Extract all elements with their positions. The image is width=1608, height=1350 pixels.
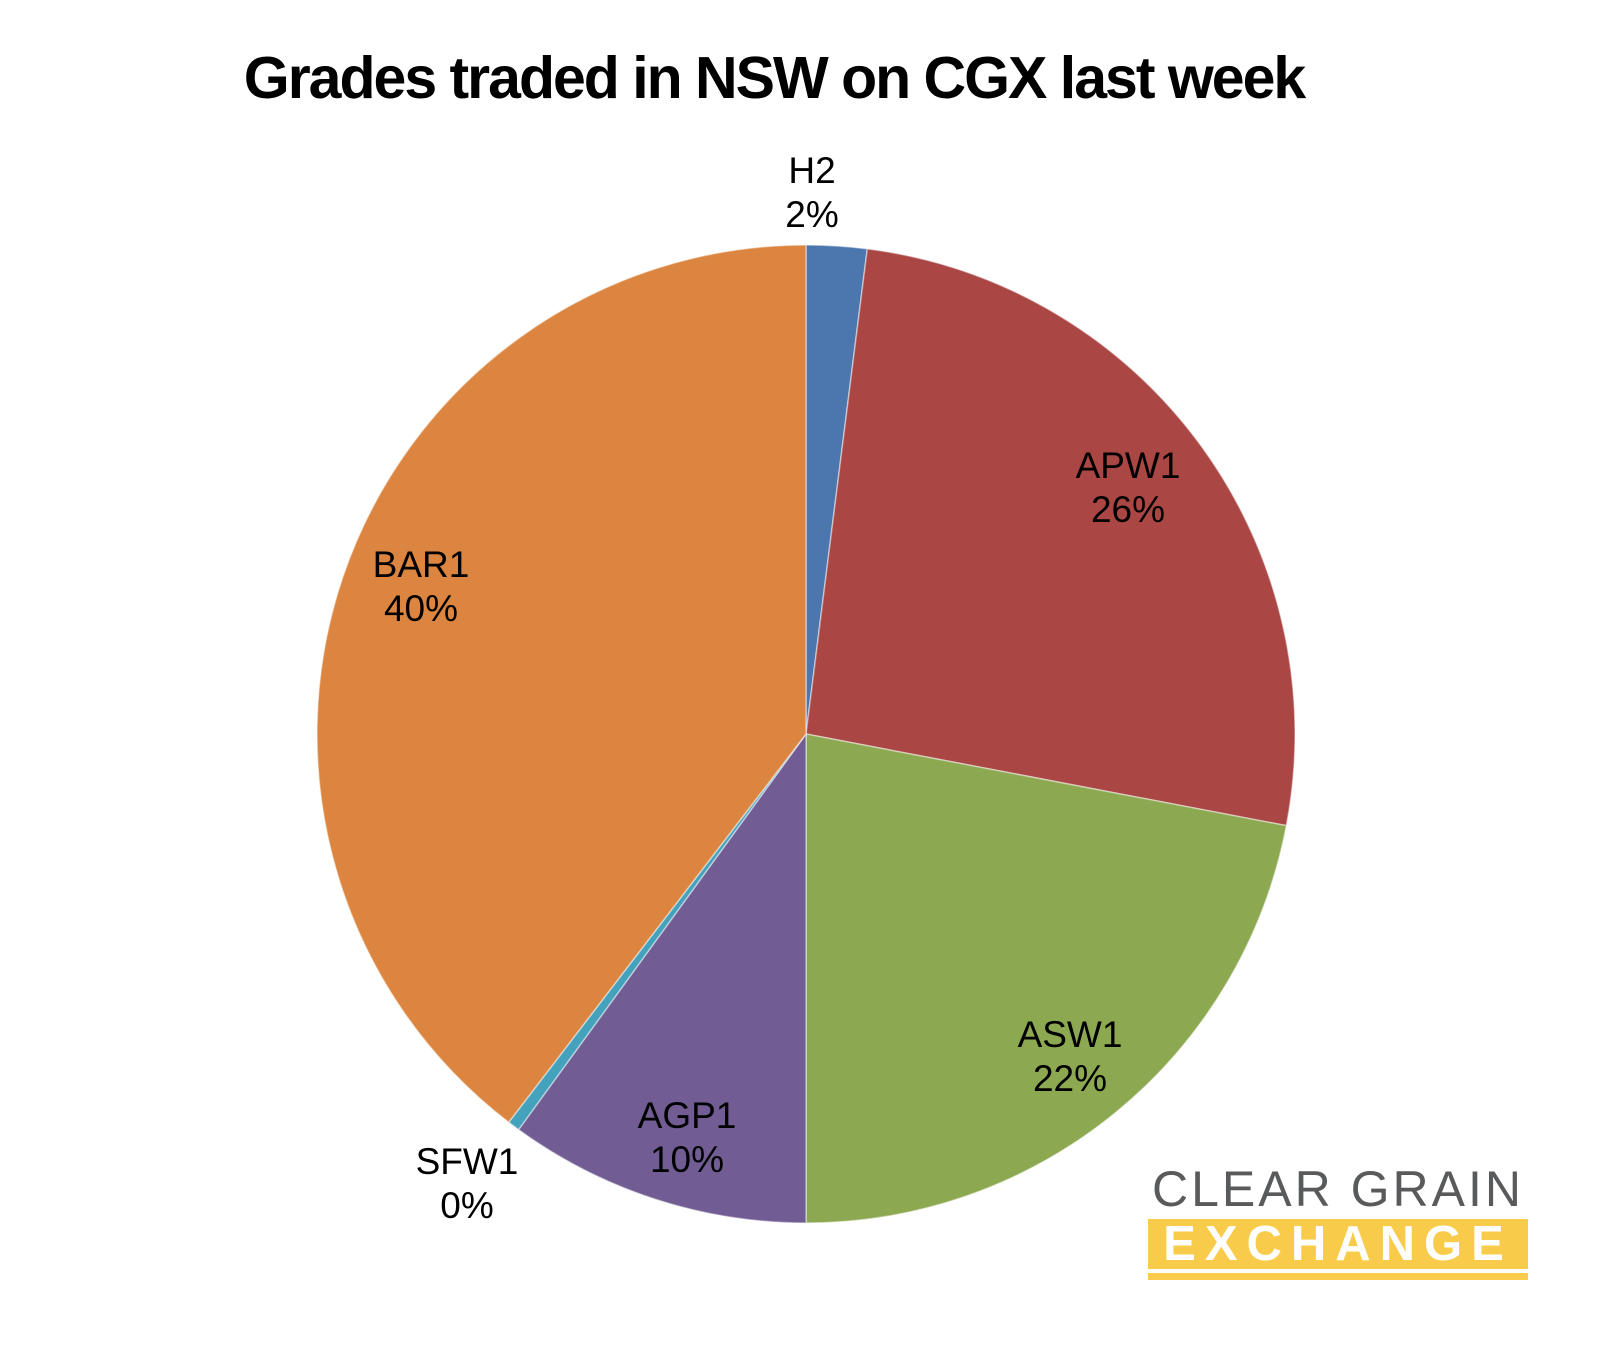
pie-label-sfw1: SFW1 0% — [416, 1141, 519, 1226]
pie-slice-agp1 — [517, 731, 807, 1224]
pie-label-agp1: AGP1 10% — [638, 1095, 737, 1180]
pie-slice-h2 — [805, 244, 869, 735]
pie-label-asw1: ASW1 22% — [1018, 1014, 1123, 1099]
logo-exchange-label: EXCHANGE — [1163, 1217, 1513, 1271]
pie-label-apw1: APW1 26% — [1076, 445, 1181, 530]
cgx-logo: CLEAR GRAIN EXCHANGE — [1148, 1162, 1528, 1280]
pie-label-h2: H2 2% — [785, 150, 838, 235]
logo-text-clear-grain: CLEAR GRAIN — [1152, 1161, 1524, 1217]
pie-label-bar1: BAR1 40% — [373, 544, 470, 629]
logo-underline — [1148, 1273, 1528, 1280]
chart-title: Grades traded in NSW on CGX last week — [243, 45, 1306, 111]
pie-slice-apw1 — [805, 248, 1296, 827]
logo-text-exchange: EXCHANGE — [1148, 1219, 1528, 1269]
pie-slice-sfw1 — [507, 733, 807, 1131]
pie-slice-bar1 — [316, 244, 807, 1124]
pie-slice-asw1 — [805, 733, 1288, 1224]
